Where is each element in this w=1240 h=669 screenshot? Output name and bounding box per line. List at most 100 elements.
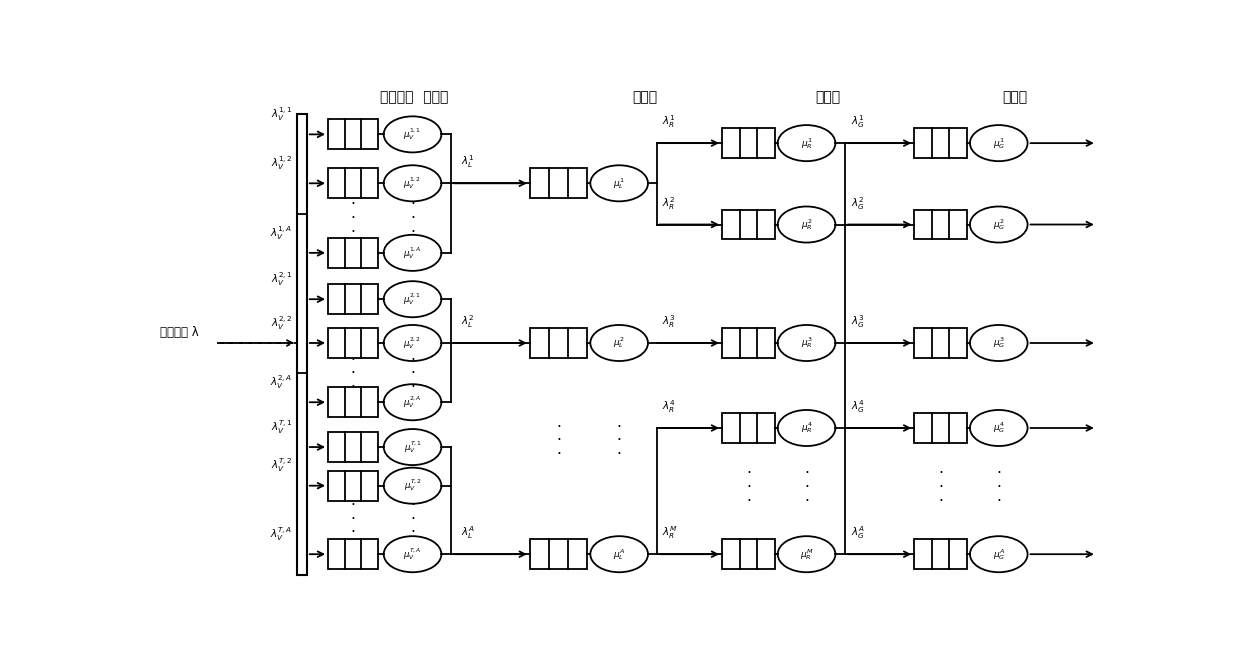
Ellipse shape <box>383 325 441 361</box>
Bar <box>529 328 588 358</box>
Text: $\lambda_{R}^{M}$: $\lambda_{R}^{M}$ <box>662 524 678 541</box>
Text: $\mu_{R}^{3}$: $\mu_{R}^{3}$ <box>801 336 812 351</box>
Text: $\mu_{R}^{1}$: $\mu_{R}^{1}$ <box>801 136 812 151</box>
Ellipse shape <box>970 325 1028 361</box>
Text: ·
·
·: · · · <box>351 353 356 395</box>
Ellipse shape <box>590 325 649 361</box>
Text: ·
·
·: · · · <box>804 466 808 508</box>
Text: $\lambda_{V}^{1,1}$: $\lambda_{V}^{1,1}$ <box>270 106 293 123</box>
Text: $\mu_{G}^{4}$: $\mu_{G}^{4}$ <box>992 421 1004 436</box>
Bar <box>722 128 775 158</box>
Text: $\lambda_{L}^{1}$: $\lambda_{L}^{1}$ <box>460 154 474 171</box>
Text: $\mu_{G}^{1}$: $\mu_{G}^{1}$ <box>992 136 1004 151</box>
Ellipse shape <box>970 125 1028 161</box>
Bar <box>914 539 967 569</box>
Text: $\mu_{G}^{2}$: $\mu_{G}^{2}$ <box>992 217 1004 232</box>
Ellipse shape <box>777 410 836 446</box>
Ellipse shape <box>383 281 441 317</box>
Text: ·
·
·: · · · <box>746 466 751 508</box>
Text: $\mu_{G}^{3}$: $\mu_{G}^{3}$ <box>992 336 1004 351</box>
Bar <box>298 114 306 575</box>
Text: $\lambda_{G}^{2}$: $\lambda_{G}^{2}$ <box>851 195 864 211</box>
Text: ·
·
·: · · · <box>351 498 356 541</box>
Text: 订单到达 λ: 订单到达 λ <box>160 326 198 339</box>
Text: $\mu_{L}^{1}$: $\mu_{L}^{1}$ <box>614 176 625 191</box>
Bar <box>327 539 378 569</box>
Text: 机器人: 机器人 <box>815 90 841 104</box>
Bar <box>327 284 378 314</box>
Bar <box>327 328 378 358</box>
Text: $\lambda_{R}^{4}$: $\lambda_{R}^{4}$ <box>662 398 676 415</box>
Ellipse shape <box>777 125 836 161</box>
Bar <box>914 328 967 358</box>
Text: $\lambda_{G}^{3}$: $\lambda_{G}^{3}$ <box>851 313 864 330</box>
Bar <box>722 209 775 240</box>
Text: $\lambda_{R}^{3}$: $\lambda_{R}^{3}$ <box>662 313 676 330</box>
Bar <box>914 128 967 158</box>
Text: ·
·
·: · · · <box>410 498 415 541</box>
Ellipse shape <box>590 165 649 201</box>
Bar <box>529 539 588 569</box>
Text: ·
·
·: · · · <box>616 419 621 462</box>
Text: $\mu_{V}^{2,A}$: $\mu_{V}^{2,A}$ <box>403 395 422 410</box>
Ellipse shape <box>383 468 441 504</box>
Ellipse shape <box>383 384 441 420</box>
Text: $\mu_{V}^{T,2}$: $\mu_{V}^{T,2}$ <box>403 478 422 494</box>
Bar <box>529 169 588 198</box>
Text: $\lambda_{V}^{1,A}$: $\lambda_{V}^{1,A}$ <box>270 224 293 242</box>
Text: $\lambda_{V}^{1,2}$: $\lambda_{V}^{1,2}$ <box>270 155 293 172</box>
Ellipse shape <box>970 536 1028 572</box>
Ellipse shape <box>777 536 836 572</box>
Bar <box>722 413 775 443</box>
Ellipse shape <box>383 429 441 465</box>
Text: $\lambda_{R}^{2}$: $\lambda_{R}^{2}$ <box>662 195 676 211</box>
Text: $\mu_{R}^{4}$: $\mu_{R}^{4}$ <box>801 421 812 436</box>
Text: $\lambda_{V}^{2,2}$: $\lambda_{V}^{2,2}$ <box>270 314 293 332</box>
Text: $\lambda_{V}^{2,A}$: $\lambda_{V}^{2,A}$ <box>270 374 293 391</box>
Text: $\lambda_{V}^{T,A}$: $\lambda_{V}^{T,A}$ <box>270 526 293 543</box>
Text: 订单队列  穿梭车: 订单队列 穿梭车 <box>381 90 449 104</box>
Text: 提升机: 提升机 <box>632 90 657 104</box>
Text: $\mu_{V}^{2,1}$: $\mu_{V}^{2,1}$ <box>403 292 422 307</box>
Text: $\mu_{G}^{A}$: $\mu_{G}^{A}$ <box>992 547 1004 562</box>
Bar <box>327 471 378 500</box>
Bar <box>327 432 378 462</box>
Text: $\mu_{V}^{2,2}$: $\mu_{V}^{2,2}$ <box>403 335 422 351</box>
Text: $\lambda_{L}^{2}$: $\lambda_{L}^{2}$ <box>460 313 474 330</box>
Bar <box>327 169 378 198</box>
Bar <box>722 539 775 569</box>
Ellipse shape <box>970 207 1028 243</box>
Text: $\mu_{R}^{2}$: $\mu_{R}^{2}$ <box>801 217 812 232</box>
Text: ·
·
·: · · · <box>410 197 415 240</box>
Text: $\mu_{V}^{T,1}$: $\mu_{V}^{T,1}$ <box>403 440 422 455</box>
Text: ·
·
·: · · · <box>996 466 1001 508</box>
Ellipse shape <box>383 116 441 153</box>
Text: $\mu_{R}^{M}$: $\mu_{R}^{M}$ <box>800 547 813 562</box>
Ellipse shape <box>777 325 836 361</box>
Text: $\lambda_{L}^{A}$: $\lambda_{L}^{A}$ <box>460 524 475 541</box>
Ellipse shape <box>777 207 836 243</box>
Bar <box>722 328 775 358</box>
Text: $\mu_{V}^{1,A}$: $\mu_{V}^{1,A}$ <box>403 245 422 261</box>
Text: ·
·
·: · · · <box>410 353 415 395</box>
Text: $\lambda_{V}^{T,1}$: $\lambda_{V}^{T,1}$ <box>270 419 293 436</box>
Bar <box>914 413 967 443</box>
Text: $\lambda_{G}^{4}$: $\lambda_{G}^{4}$ <box>851 398 864 415</box>
Text: $\lambda_{G}^{A}$: $\lambda_{G}^{A}$ <box>851 524 864 541</box>
Text: $\mu_{L}^{A}$: $\mu_{L}^{A}$ <box>613 547 625 562</box>
Text: $\mu_{L}^{2}$: $\mu_{L}^{2}$ <box>614 336 625 351</box>
Text: ·
·
·: · · · <box>557 419 560 462</box>
Bar <box>327 387 378 417</box>
Ellipse shape <box>383 235 441 271</box>
Text: $\mu_{V}^{T,A}$: $\mu_{V}^{T,A}$ <box>403 547 422 562</box>
Text: $\lambda_{V}^{T,2}$: $\lambda_{V}^{T,2}$ <box>272 457 293 474</box>
Bar <box>914 209 967 240</box>
Text: $\mu_{V}^{1,1}$: $\mu_{V}^{1,1}$ <box>403 126 422 142</box>
Text: ·
·
·: · · · <box>939 466 944 508</box>
Text: $\lambda_{G}^{1}$: $\lambda_{G}^{1}$ <box>851 114 864 130</box>
Text: ·
·
·: · · · <box>351 197 356 240</box>
Text: 拣选台: 拣选台 <box>1002 90 1028 104</box>
Ellipse shape <box>383 536 441 572</box>
Text: $\mu_{V}^{1,2}$: $\mu_{V}^{1,2}$ <box>403 175 422 191</box>
Ellipse shape <box>590 536 649 572</box>
